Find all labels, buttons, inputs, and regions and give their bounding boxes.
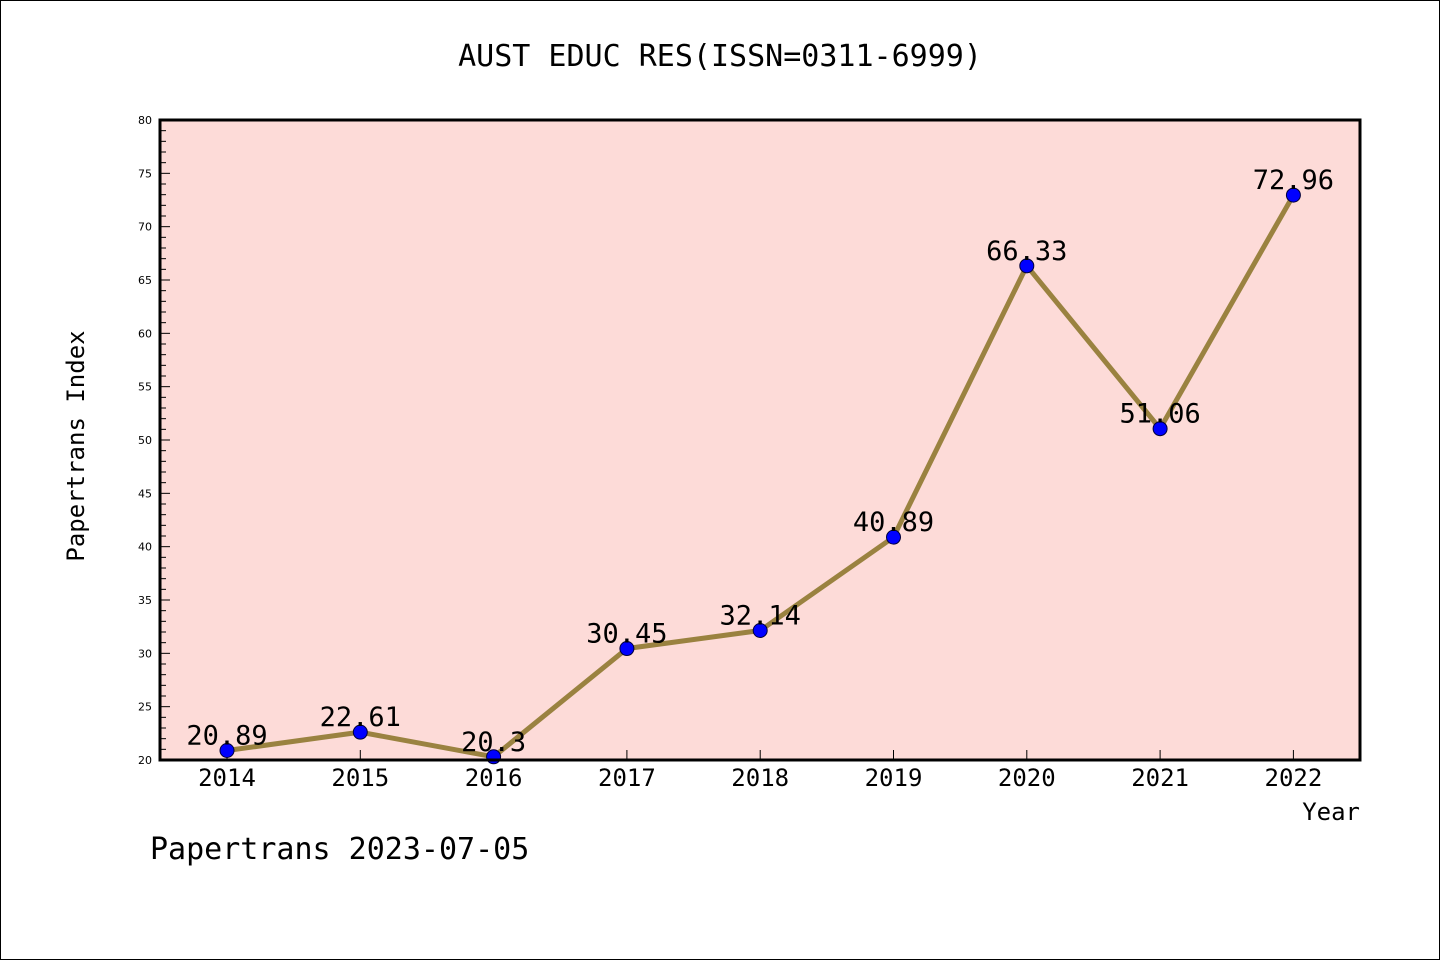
y-tick-label: 45 xyxy=(138,487,152,500)
footer-text: Papertrans 2023-07-05 xyxy=(150,832,530,867)
x-axis-label: Year xyxy=(1302,798,1360,826)
data-label: 30.45 xyxy=(586,619,667,650)
y-tick-label: 50 xyxy=(138,434,152,447)
y-tick-label: 30 xyxy=(138,647,152,660)
y-tick-label: 20 xyxy=(138,754,152,767)
data-label: 72.96 xyxy=(1253,165,1334,196)
y-tick-label: 40 xyxy=(138,541,152,554)
x-tick-label: 2016 xyxy=(465,764,523,792)
data-point xyxy=(619,641,635,657)
data-point xyxy=(886,529,901,545)
data-label-layer: 20.89 22.61 20.3 30.45 32.14 40.89 66.33 51.06 7… xyxy=(186,165,1334,758)
y-tick-label: 55 xyxy=(138,381,152,394)
plot-border xyxy=(158,118,1362,762)
x-tick-label: 2014 xyxy=(198,764,256,792)
x-tick-label: 2020 xyxy=(998,764,1056,792)
data-label: 32.14 xyxy=(720,601,801,632)
y-axis-label: Papertrans Index xyxy=(62,330,90,561)
data-label: 22.61 xyxy=(320,702,401,733)
y-tick-label: 60 xyxy=(138,327,152,340)
y-tick-label: 35 xyxy=(138,594,152,607)
x-tick-label: 2022 xyxy=(1265,764,1323,792)
data-label: 40.89 xyxy=(853,507,934,538)
data-point xyxy=(1152,421,1168,437)
data-point xyxy=(1019,258,1035,274)
data-point xyxy=(1285,187,1301,203)
y-tick-label: 25 xyxy=(138,701,152,714)
y-tick-label: 75 xyxy=(138,167,152,180)
x-tick-label: 2015 xyxy=(331,764,389,792)
y-tick-label: 65 xyxy=(138,274,152,287)
data-label: 20.3 xyxy=(461,727,526,758)
y-tick-label: 70 xyxy=(138,221,152,234)
data-label: 66.33 xyxy=(986,236,1067,267)
data-label: 20.89 xyxy=(186,721,267,752)
x-tick-label: 2018 xyxy=(731,764,789,792)
data-label: 51.06 xyxy=(1119,399,1200,430)
data-point xyxy=(752,623,768,639)
x-tick-label: 2017 xyxy=(598,764,656,792)
x-tick-label: 2019 xyxy=(865,764,923,792)
data-point xyxy=(219,743,235,759)
y-tick-label: 80 xyxy=(138,114,152,127)
plot-area xyxy=(160,120,1360,760)
chart-title: AUST EDUC RES(ISSN=0311-6999) xyxy=(458,39,982,74)
data-point xyxy=(352,724,368,740)
x-axis: 2014 2015 2016 2017 2018 2019 2020 2021 2022 xyxy=(198,750,1322,792)
x-tick-label: 2021 xyxy=(1131,764,1189,792)
